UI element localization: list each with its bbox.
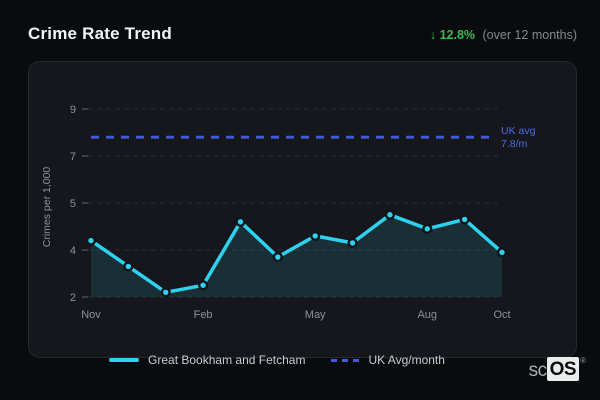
data-point-apr[interactable]	[272, 251, 283, 263]
y-axis-title: Crimes per 1,000	[41, 167, 53, 248]
trend-stat: ↓ 12.8% (over 12 months)	[430, 28, 577, 42]
series-area-fill	[91, 214, 502, 297]
x-tick-label: May	[305, 309, 326, 321]
x-tick-label: Nov	[81, 309, 101, 321]
data-point-may[interactable]	[310, 230, 321, 242]
x-tick-label: Aug	[417, 309, 437, 321]
legend-item-uk-avg[interactable]: UK Avg/month	[331, 353, 445, 367]
y-tick-label: 7	[70, 151, 76, 163]
trend-stat-value: 12.8%	[439, 28, 476, 42]
data-point-aug[interactable]	[422, 223, 433, 234]
logo-prefix: sc	[528, 360, 548, 381]
data-point-jun[interactable]	[347, 237, 358, 249]
legend-item-area[interactable]: Great Bookham and Fetcham	[109, 353, 305, 367]
y-tick-label: 9	[70, 104, 76, 116]
data-point-nov[interactable]	[85, 235, 97, 246]
y-tick-label: 4	[70, 245, 76, 257]
data-point-mar[interactable]	[235, 216, 246, 227]
x-tick-label: Feb	[194, 309, 213, 321]
dashed-line-swatch-icon	[331, 358, 360, 362]
chart-card: 9 7 5 4 2 Crimes per 1,000 Nov Feb May Aug Oct UK a…	[28, 61, 577, 358]
logo-suffix: OS	[546, 357, 580, 381]
data-point-dec[interactable]	[123, 261, 134, 272]
scos-logo: sc OS ®	[529, 357, 586, 381]
registered-mark: ®	[580, 356, 586, 365]
y-tick-label: 5	[70, 198, 76, 210]
page-title: Crime Rate Trend	[28, 24, 172, 43]
header: Crime Rate Trend ↓ 12.8% (over 12 months…	[28, 24, 577, 44]
data-point-jan[interactable]	[160, 287, 171, 298]
solid-line-swatch-icon	[109, 358, 140, 362]
data-point-oct[interactable]	[496, 247, 508, 258]
x-tick-label: Oct	[493, 309, 510, 321]
legend-label-area: Great Bookham and Fetcham	[148, 353, 306, 367]
series-line	[89, 213, 504, 295]
data-point-sep[interactable]	[459, 214, 470, 225]
y-tick-label: 2	[70, 292, 76, 304]
trend-stat-context: (over 12 months)	[482, 28, 577, 42]
trend-down-arrow-icon: ↓	[429, 28, 437, 42]
data-point-jul[interactable]	[384, 209, 396, 220]
uk-avg-annotation-line1: UK avg	[501, 125, 536, 137]
trend-chart: 9 7 5 4 2 Crimes per 1,000 Nov Feb May Aug Oct UK a…	[41, 104, 536, 321]
data-point-feb[interactable]	[197, 280, 209, 291]
legend-label-uk-avg: UK Avg/month	[368, 353, 445, 367]
chart-legend: Great Bookham and Fetcham UK Avg/month	[0, 353, 600, 367]
uk-avg-annotation-line2: 7.8/m	[501, 138, 528, 150]
